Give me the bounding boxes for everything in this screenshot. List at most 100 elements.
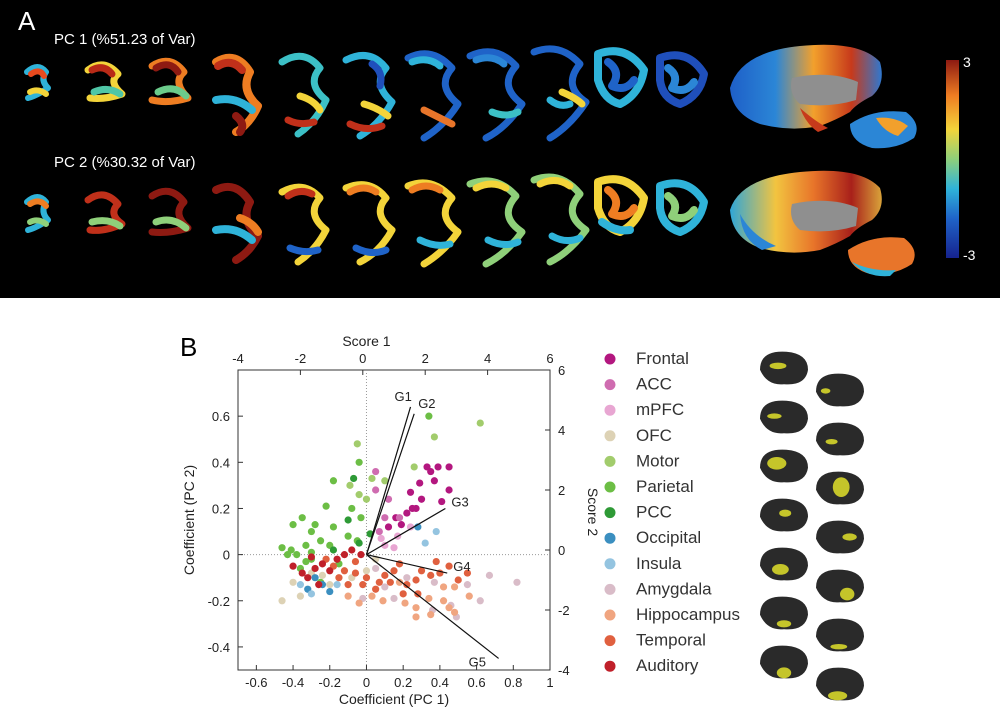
x-axis-label: Coefficient (PC 1) — [339, 691, 449, 707]
x-tick-label: 0.8 — [504, 675, 522, 690]
vector-g1 — [365, 406, 412, 555]
pc2-label: PC 2 (%30.32 of Var) — [54, 154, 196, 171]
highlight-region — [769, 362, 787, 370]
data-point-hippocampus — [465, 592, 473, 600]
brain-shape — [760, 547, 808, 581]
pc2-slice-3 — [148, 187, 192, 236]
data-point-insula — [333, 581, 341, 589]
brain-thumbnail — [816, 373, 864, 407]
x-tick-label: 0.4 — [431, 675, 449, 690]
data-point-parietal — [283, 551, 292, 559]
pc1-slice-2 — [84, 61, 126, 102]
legend-marker-amygdala — [604, 583, 616, 595]
data-point-motor — [368, 474, 376, 483]
data-point-hippocampus — [439, 597, 448, 605]
legend-marker-occipital — [604, 532, 616, 544]
data-point-frontal — [417, 495, 426, 503]
pc2-slice-10 — [594, 175, 648, 236]
y-tick-label: 0.4 — [212, 455, 230, 470]
vector-g5 — [366, 554, 499, 659]
data-point-auditory — [315, 581, 323, 589]
x2-tick-label: 6 — [546, 351, 553, 366]
data-point-hippocampus — [427, 611, 435, 619]
x-tick-label: 0.2 — [394, 675, 412, 690]
brain-shape — [760, 596, 808, 630]
data-point-parietal — [357, 514, 365, 522]
legend-label-insula: Insula — [636, 554, 682, 573]
data-point-hippocampus — [412, 604, 420, 612]
pc1-slice-7 — [404, 50, 462, 142]
data-point-temporal — [403, 581, 411, 589]
highlight-region — [779, 509, 792, 517]
pc2-slice-7 — [404, 179, 462, 268]
data-point-ofc — [289, 578, 297, 586]
panel-a: A PC 1 (%51.23 of Var) PC 2 (%30.32 of V… — [0, 0, 1000, 298]
loading-vectors: G1 G2 G3 G4 G5 — [365, 389, 499, 669]
y-tick-label: 0 — [223, 548, 230, 563]
data-point-parietal — [348, 504, 356, 513]
highlight-region — [825, 439, 838, 445]
brain-thumbnail — [760, 449, 808, 483]
brain-thumbnail — [816, 471, 864, 505]
data-point-temporal — [386, 578, 394, 586]
y2-axis-label: Score 2 — [585, 488, 601, 536]
vector-label-g4: G4 — [453, 559, 470, 574]
data-point-frontal — [408, 504, 416, 513]
data-point-frontal — [434, 463, 442, 471]
x2-axis-label: Score 1 — [342, 333, 390, 349]
data-point-acc — [384, 495, 393, 503]
data-point-mpfc — [390, 544, 398, 552]
data-point-temporal — [412, 576, 420, 584]
legend-label-amygdala: Amygdala — [636, 579, 712, 598]
vector-g4 — [366, 554, 448, 574]
data-point-auditory — [333, 555, 341, 563]
x-tick-label: 1 — [546, 675, 553, 690]
legend-label-mpfc: mPFC — [636, 400, 684, 419]
y-axis-label: Coefficient (PC 2) — [181, 465, 197, 575]
data-point-mpfc — [381, 541, 389, 549]
legend-label-temporal: Temporal — [636, 631, 706, 650]
brain-shape — [816, 618, 864, 652]
data-point-frontal — [430, 477, 438, 485]
data-point-temporal — [351, 569, 360, 577]
vector-label-g1: G1 — [395, 389, 412, 404]
legend-label-occipital: Occipital — [636, 528, 701, 547]
brain-shape — [760, 645, 808, 679]
legend-marker-frontal — [604, 353, 616, 365]
data-point-amygdala — [430, 578, 438, 586]
data-point-amygdala — [403, 574, 411, 582]
data-point-ofc — [362, 567, 371, 575]
y-tick-label: -0.4 — [208, 640, 230, 655]
data-point-auditory — [348, 546, 356, 554]
brain-thumbnail — [816, 422, 864, 456]
pc2-slice-9 — [530, 173, 590, 266]
data-point-temporal — [381, 571, 389, 579]
data-point-amygdala — [381, 583, 389, 591]
pc2-slice-5 — [278, 183, 330, 266]
vector-label-g5: G5 — [469, 654, 486, 669]
data-point-parietal — [355, 458, 363, 466]
data-point-parietal — [289, 521, 297, 529]
data-point-temporal — [351, 557, 360, 566]
brain-thumbnail — [760, 596, 808, 630]
data-point-acc — [375, 527, 383, 536]
data-point-hippocampus — [344, 592, 352, 600]
pc2-slice-2 — [84, 191, 126, 234]
pc1-slice-4 — [212, 53, 262, 136]
y-tick-label: 0.2 — [212, 501, 230, 516]
y2-tick-label: 6 — [558, 363, 565, 378]
brain-shape — [760, 400, 808, 434]
data-point-pcc — [350, 474, 358, 483]
data-point-temporal — [399, 590, 407, 598]
data-point-pcc — [329, 546, 338, 554]
legend-marker-temporal — [604, 635, 616, 647]
panel-b: B -0.6 -0.4 -0.2 0 0.2 0.4 0.6 0.8 1 -0.4 -0.2 0 0.2… — [0, 298, 1000, 719]
x-tick-label: -0.4 — [282, 675, 304, 690]
x2-tick-label: 4 — [484, 351, 491, 366]
pc2-slice-11 — [656, 179, 708, 236]
data-point-auditory — [326, 567, 334, 575]
highlight-region — [830, 644, 848, 650]
data-point-frontal — [445, 486, 453, 494]
x2-tick-label: -2 — [295, 351, 307, 366]
pc2-slice-1 — [24, 194, 51, 233]
